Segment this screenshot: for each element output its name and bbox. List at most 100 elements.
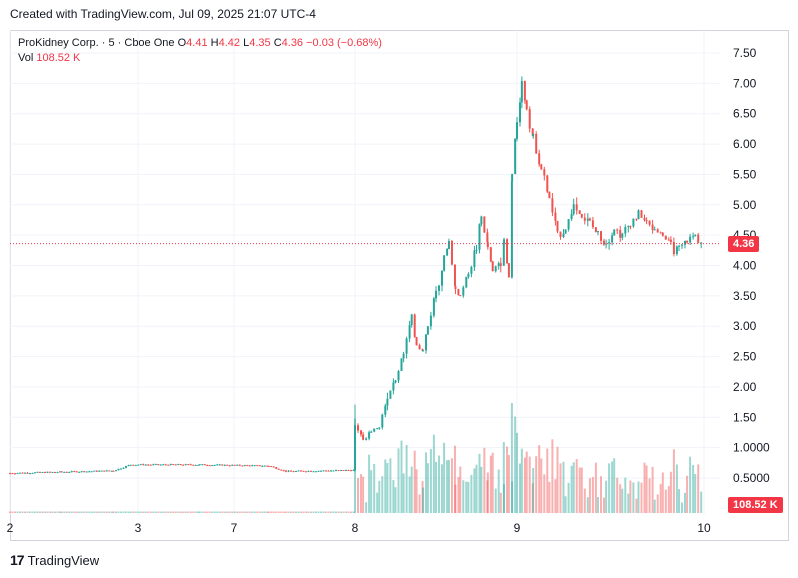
candle-body <box>21 472 24 474</box>
volume-bar <box>248 511 251 513</box>
candle-body <box>347 469 350 471</box>
candle-body <box>305 471 307 473</box>
candle-body <box>310 470 312 472</box>
candle-body <box>297 470 300 472</box>
candle-body <box>621 233 624 238</box>
y-tick-label: 7.50 <box>733 46 757 60</box>
candle-body <box>370 431 373 433</box>
volume-bar <box>447 459 450 513</box>
candle-body <box>258 465 261 467</box>
volume-bar <box>211 511 214 513</box>
volume-bar <box>226 511 229 513</box>
volume-bar <box>528 456 531 513</box>
candle-body <box>410 314 413 326</box>
candle-body <box>335 470 337 472</box>
candle-body <box>342 470 345 472</box>
candle-body <box>192 464 195 466</box>
volume-bar <box>426 463 429 513</box>
volume-bar <box>583 488 586 513</box>
volume-bar <box>144 511 147 513</box>
legend-close: 4.36 <box>281 37 304 49</box>
volume-bar <box>413 450 416 513</box>
volume-bar <box>611 461 614 513</box>
volume-bar <box>621 488 624 513</box>
volume-bar <box>347 511 350 513</box>
volume-bar <box>65 511 68 513</box>
volume-bar <box>502 442 505 513</box>
candle-body <box>384 405 387 415</box>
candle-body <box>554 212 557 221</box>
volume-bar <box>672 449 675 513</box>
candle-body <box>672 242 675 255</box>
volume-bar <box>554 479 557 513</box>
volume-bar <box>519 463 521 513</box>
candle-body <box>637 210 640 219</box>
chart-credit: Created with TradingView.com, Jul 09, 20… <box>10 7 316 21</box>
candle-body <box>697 234 700 243</box>
candle-body <box>26 472 29 474</box>
candle-body <box>149 464 152 466</box>
y-tick-label: 1.0000 <box>733 441 770 455</box>
candle-body <box>80 471 83 473</box>
volume-bar <box>664 489 667 513</box>
volume-bar <box>548 481 551 513</box>
volume-bar <box>350 511 352 513</box>
volume-bar <box>95 511 98 513</box>
volume-bar <box>59 511 61 513</box>
volume-bar <box>507 455 510 513</box>
candle-body <box>322 470 325 472</box>
candle-body <box>300 470 302 472</box>
volume-bar <box>616 477 619 513</box>
volume-bar <box>675 464 678 513</box>
candle-body <box>661 232 664 236</box>
volume-bar <box>142 511 145 513</box>
volume-bar <box>315 511 317 513</box>
candle-body <box>475 249 478 251</box>
candle-body <box>197 464 200 466</box>
volume-bar <box>405 444 408 513</box>
candle-body <box>231 464 234 466</box>
candle-body <box>478 224 481 250</box>
volume-bar <box>49 511 51 513</box>
volume-bar <box>108 511 111 513</box>
candle-body <box>223 464 226 466</box>
candle-body <box>381 414 384 428</box>
legend-volume: 108.52 K <box>36 52 81 64</box>
candle-body <box>429 315 432 327</box>
candle-body <box>578 210 581 214</box>
candle-body <box>98 470 101 472</box>
volume-bar <box>129 511 132 513</box>
candle-body <box>454 285 457 290</box>
candle-body <box>208 465 211 467</box>
candle-body <box>238 464 241 466</box>
legend-change: −0.03 (−0.68%) <box>306 37 382 49</box>
candle-body <box>31 472 34 474</box>
volume-bar <box>400 440 403 513</box>
candle-body <box>525 100 528 110</box>
volume-bar <box>394 487 397 513</box>
volume-bar <box>70 511 73 513</box>
volume-bar <box>678 489 680 513</box>
volume-bar <box>310 511 312 513</box>
volume-bar <box>41 511 44 513</box>
candle-body <box>315 471 317 473</box>
volume-bar <box>327 511 330 513</box>
candle-body <box>226 464 229 466</box>
volume-bar <box>307 511 310 513</box>
volume-bar <box>137 511 140 513</box>
candle-body <box>93 470 96 472</box>
volume-bar <box>450 458 453 513</box>
candle-body <box>572 204 575 214</box>
legend-high-label: H <box>210 37 219 49</box>
candle-body <box>243 465 246 467</box>
volume-bar <box>169 511 172 513</box>
candle-body <box>337 470 340 472</box>
volume-bar <box>559 463 562 513</box>
volume-bar <box>697 464 700 513</box>
candle-body <box>408 325 411 339</box>
candle-body <box>182 464 185 466</box>
volume-bar <box>11 511 14 513</box>
candle-body <box>95 470 98 472</box>
volume-bar <box>297 511 300 513</box>
